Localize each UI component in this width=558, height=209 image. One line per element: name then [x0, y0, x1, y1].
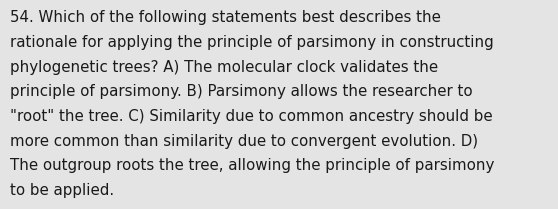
Text: The outgroup roots the tree, allowing the principle of parsimony: The outgroup roots the tree, allowing th… [10, 158, 494, 173]
Text: phylogenetic trees? A) The molecular clock validates the: phylogenetic trees? A) The molecular clo… [10, 60, 438, 75]
Text: "root" the tree. C) Similarity due to common ancestry should be: "root" the tree. C) Similarity due to co… [10, 109, 493, 124]
Text: 54. Which of the following statements best describes the: 54. Which of the following statements be… [10, 10, 441, 25]
Text: principle of parsimony. B) Parsimony allows the researcher to: principle of parsimony. B) Parsimony all… [10, 84, 473, 99]
Text: rationale for applying the principle of parsimony in constructing: rationale for applying the principle of … [10, 35, 494, 50]
Text: more common than similarity due to convergent evolution. D): more common than similarity due to conve… [10, 134, 478, 149]
Text: to be applied.: to be applied. [10, 183, 114, 198]
